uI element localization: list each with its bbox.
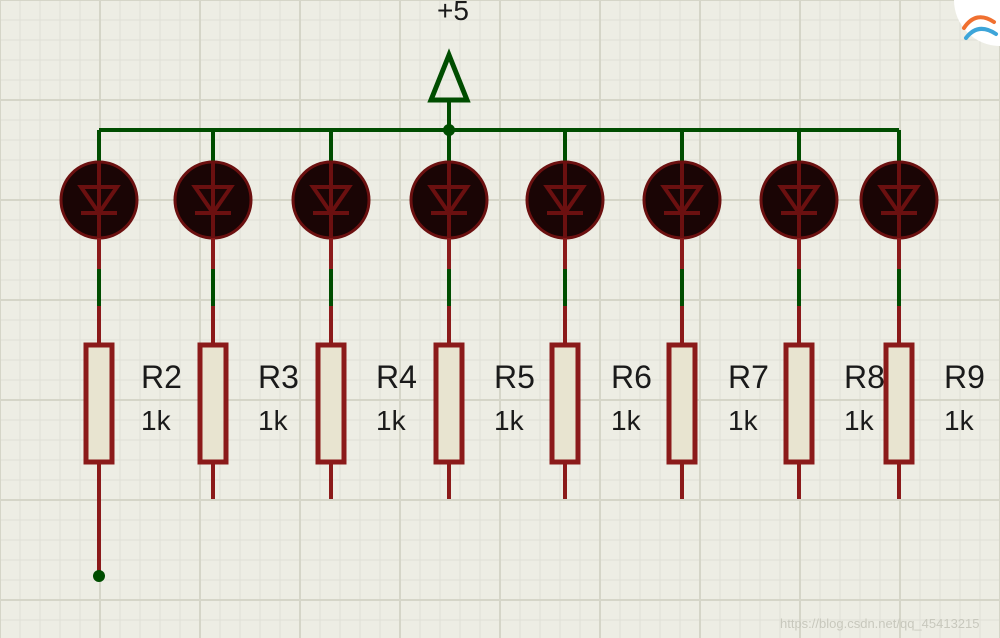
watermark-text: https://blog.csdn.net/qq_45413215 bbox=[780, 616, 980, 631]
terminal-node bbox=[93, 570, 105, 582]
resistor bbox=[552, 345, 578, 462]
resistor bbox=[669, 345, 695, 462]
schematic-canvas: +5 R2 1k R3 1k R4 1k R5 1k R6 1k R7 1k R8 1k R9 1k https:… bbox=[0, 0, 1000, 638]
resistor bbox=[786, 345, 812, 462]
resistor-value: 1k bbox=[728, 405, 759, 436]
resistor-name: R5 bbox=[494, 359, 535, 395]
resistor bbox=[318, 345, 344, 462]
resistor bbox=[86, 345, 112, 462]
resistor-value: 1k bbox=[376, 405, 407, 436]
resistor-value: 1k bbox=[494, 405, 525, 436]
resistor-name: R4 bbox=[376, 359, 417, 395]
resistor-value: 1k bbox=[141, 405, 172, 436]
power-label: +5 bbox=[437, 0, 469, 26]
resistor bbox=[886, 345, 912, 462]
resistor-name: R9 bbox=[944, 359, 985, 395]
resistor bbox=[200, 345, 226, 462]
resistor-name: R2 bbox=[141, 359, 182, 395]
resistor-value: 1k bbox=[258, 405, 289, 436]
resistor-name: R8 bbox=[844, 359, 885, 395]
resistor-value: 1k bbox=[944, 405, 975, 436]
resistor-value: 1k bbox=[611, 405, 642, 436]
resistor-value: 1k bbox=[844, 405, 875, 436]
resistor-name: R3 bbox=[258, 359, 299, 395]
resistor-name: R7 bbox=[728, 359, 769, 395]
resistor bbox=[436, 345, 462, 462]
resistor-name: R6 bbox=[611, 359, 652, 395]
